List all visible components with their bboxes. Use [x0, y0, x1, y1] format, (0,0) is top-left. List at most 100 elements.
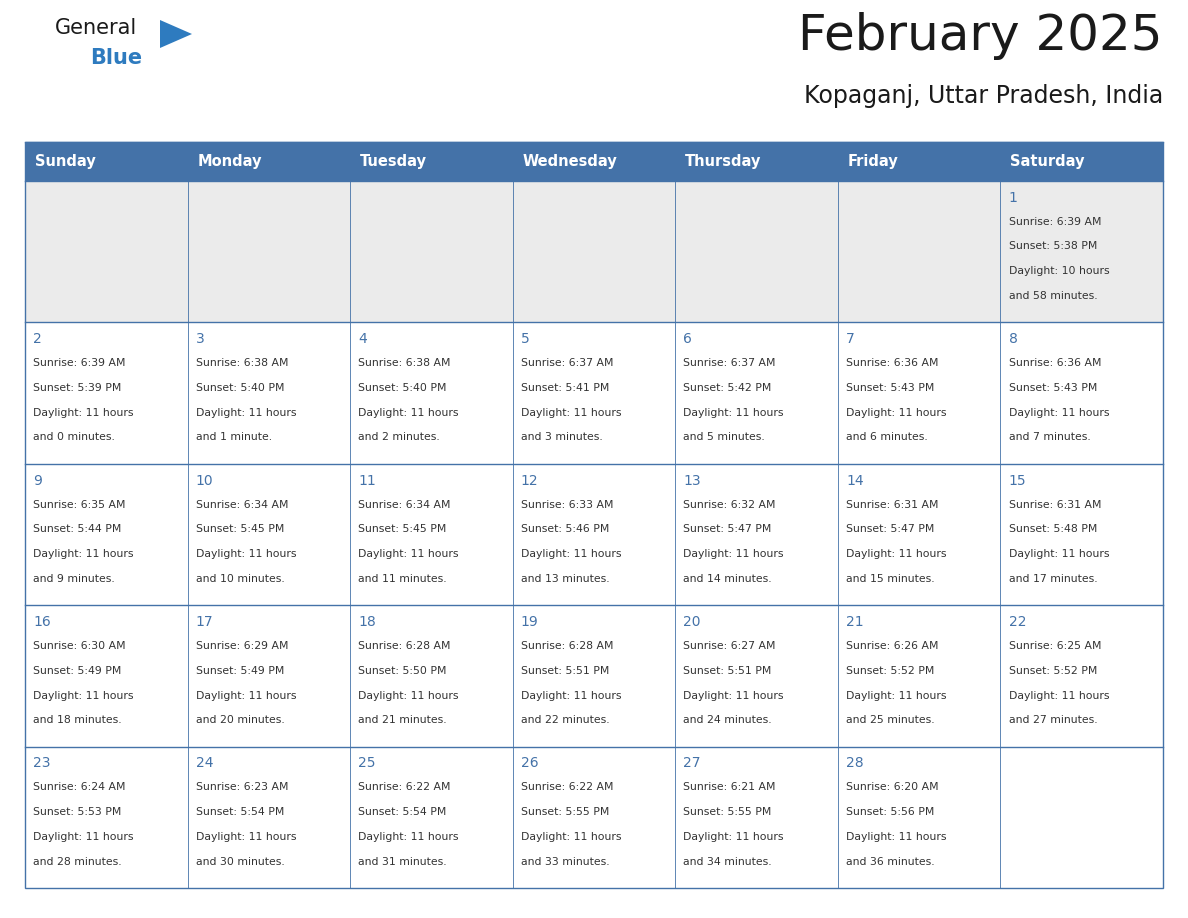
- Text: Daylight: 11 hours: Daylight: 11 hours: [359, 690, 459, 700]
- Text: Daylight: 11 hours: Daylight: 11 hours: [1009, 690, 1110, 700]
- Text: Sunset: 5:55 PM: Sunset: 5:55 PM: [520, 807, 609, 817]
- Text: Sunset: 5:47 PM: Sunset: 5:47 PM: [683, 524, 772, 534]
- Text: Sunrise: 6:24 AM: Sunrise: 6:24 AM: [33, 782, 126, 792]
- Text: Sunset: 5:40 PM: Sunset: 5:40 PM: [196, 383, 284, 393]
- Text: Sunrise: 6:22 AM: Sunrise: 6:22 AM: [520, 782, 613, 792]
- Text: Sunrise: 6:39 AM: Sunrise: 6:39 AM: [1009, 217, 1101, 227]
- Text: Daylight: 11 hours: Daylight: 11 hours: [1009, 408, 1110, 418]
- Text: and 31 minutes.: and 31 minutes.: [359, 856, 447, 867]
- Text: Daylight: 11 hours: Daylight: 11 hours: [196, 408, 296, 418]
- Text: Sunset: 5:46 PM: Sunset: 5:46 PM: [520, 524, 609, 534]
- Text: Sunset: 5:55 PM: Sunset: 5:55 PM: [683, 807, 772, 817]
- Text: and 10 minutes.: and 10 minutes.: [196, 574, 284, 584]
- Text: Daylight: 11 hours: Daylight: 11 hours: [520, 832, 621, 842]
- Text: Daylight: 11 hours: Daylight: 11 hours: [520, 549, 621, 559]
- Text: Sunrise: 6:36 AM: Sunrise: 6:36 AM: [1009, 358, 1101, 368]
- Text: Sunset: 5:50 PM: Sunset: 5:50 PM: [359, 666, 447, 676]
- Text: Sunrise: 6:36 AM: Sunrise: 6:36 AM: [846, 358, 939, 368]
- Text: Daylight: 11 hours: Daylight: 11 hours: [683, 690, 784, 700]
- Text: Sunset: 5:54 PM: Sunset: 5:54 PM: [359, 807, 447, 817]
- Text: 1: 1: [1009, 191, 1017, 205]
- Text: 6: 6: [683, 332, 693, 346]
- Bar: [25, 181, 1163, 322]
- Text: Sunset: 5:48 PM: Sunset: 5:48 PM: [1009, 524, 1097, 534]
- Text: Sunrise: 6:23 AM: Sunrise: 6:23 AM: [196, 782, 289, 792]
- Text: 5: 5: [520, 332, 530, 346]
- Text: February 2025: February 2025: [798, 12, 1163, 60]
- Text: Sunrise: 6:34 AM: Sunrise: 6:34 AM: [196, 499, 289, 509]
- Text: Sunset: 5:45 PM: Sunset: 5:45 PM: [196, 524, 284, 534]
- Text: and 1 minute.: and 1 minute.: [196, 432, 272, 442]
- Text: and 7 minutes.: and 7 minutes.: [1009, 432, 1091, 442]
- Text: 12: 12: [520, 474, 538, 487]
- Text: and 25 minutes.: and 25 minutes.: [846, 715, 935, 725]
- Text: Daylight: 11 hours: Daylight: 11 hours: [359, 549, 459, 559]
- Text: 27: 27: [683, 756, 701, 770]
- Polygon shape: [160, 20, 192, 48]
- Text: Sunrise: 6:28 AM: Sunrise: 6:28 AM: [520, 641, 613, 651]
- Text: and 5 minutes.: and 5 minutes.: [683, 432, 765, 442]
- Text: 7: 7: [846, 332, 854, 346]
- Text: Sunset: 5:56 PM: Sunset: 5:56 PM: [846, 807, 934, 817]
- Text: General: General: [55, 18, 138, 38]
- Bar: [25, 142, 1163, 888]
- Text: 10: 10: [196, 474, 214, 487]
- Text: Sunset: 5:49 PM: Sunset: 5:49 PM: [196, 666, 284, 676]
- Text: Saturday: Saturday: [1010, 154, 1085, 169]
- Text: and 24 minutes.: and 24 minutes.: [683, 715, 772, 725]
- Text: Blue: Blue: [90, 48, 143, 68]
- Text: Sunrise: 6:38 AM: Sunrise: 6:38 AM: [359, 358, 450, 368]
- Text: 4: 4: [359, 332, 367, 346]
- Text: Daylight: 11 hours: Daylight: 11 hours: [683, 549, 784, 559]
- Text: Sunrise: 6:26 AM: Sunrise: 6:26 AM: [846, 641, 939, 651]
- Text: and 36 minutes.: and 36 minutes.: [846, 856, 935, 867]
- Text: Sunset: 5:47 PM: Sunset: 5:47 PM: [846, 524, 934, 534]
- Text: Sunrise: 6:37 AM: Sunrise: 6:37 AM: [683, 358, 776, 368]
- Text: Daylight: 11 hours: Daylight: 11 hours: [683, 832, 784, 842]
- Text: Daylight: 11 hours: Daylight: 11 hours: [683, 408, 784, 418]
- Text: and 3 minutes.: and 3 minutes.: [520, 432, 602, 442]
- Text: and 0 minutes.: and 0 minutes.: [33, 432, 115, 442]
- Text: Sunrise: 6:28 AM: Sunrise: 6:28 AM: [359, 641, 450, 651]
- Text: Sunrise: 6:31 AM: Sunrise: 6:31 AM: [1009, 499, 1101, 509]
- Text: Daylight: 11 hours: Daylight: 11 hours: [1009, 549, 1110, 559]
- Text: and 13 minutes.: and 13 minutes.: [520, 574, 609, 584]
- Text: 15: 15: [1009, 474, 1026, 487]
- Text: Daylight: 11 hours: Daylight: 11 hours: [33, 690, 133, 700]
- Text: Tuesday: Tuesday: [360, 154, 426, 169]
- Text: 25: 25: [359, 756, 375, 770]
- Text: and 27 minutes.: and 27 minutes.: [1009, 715, 1098, 725]
- Text: Friday: Friday: [847, 154, 898, 169]
- Bar: [25, 464, 1163, 605]
- Text: Sunset: 5:45 PM: Sunset: 5:45 PM: [359, 524, 447, 534]
- Text: Sunrise: 6:29 AM: Sunrise: 6:29 AM: [196, 641, 289, 651]
- Text: Sunrise: 6:37 AM: Sunrise: 6:37 AM: [520, 358, 613, 368]
- Text: Sunset: 5:42 PM: Sunset: 5:42 PM: [683, 383, 772, 393]
- Text: 9: 9: [33, 474, 42, 487]
- Text: Daylight: 11 hours: Daylight: 11 hours: [33, 549, 133, 559]
- Text: 26: 26: [520, 756, 538, 770]
- Text: Sunrise: 6:22 AM: Sunrise: 6:22 AM: [359, 782, 450, 792]
- Text: Sunrise: 6:31 AM: Sunrise: 6:31 AM: [846, 499, 939, 509]
- Text: Sunset: 5:49 PM: Sunset: 5:49 PM: [33, 666, 121, 676]
- Bar: [25, 746, 1163, 888]
- Text: Sunset: 5:39 PM: Sunset: 5:39 PM: [33, 383, 121, 393]
- Text: and 15 minutes.: and 15 minutes.: [846, 574, 935, 584]
- Text: 20: 20: [683, 615, 701, 629]
- Text: Sunset: 5:51 PM: Sunset: 5:51 PM: [520, 666, 609, 676]
- Text: Sunrise: 6:20 AM: Sunrise: 6:20 AM: [846, 782, 939, 792]
- Text: and 6 minutes.: and 6 minutes.: [846, 432, 928, 442]
- Text: 19: 19: [520, 615, 538, 629]
- Bar: [25, 605, 1163, 746]
- Text: 28: 28: [846, 756, 864, 770]
- Text: 23: 23: [33, 756, 51, 770]
- Text: Sunrise: 6:32 AM: Sunrise: 6:32 AM: [683, 499, 776, 509]
- Text: Daylight: 11 hours: Daylight: 11 hours: [359, 832, 459, 842]
- Bar: [25, 322, 1163, 464]
- Text: and 30 minutes.: and 30 minutes.: [196, 856, 284, 867]
- Text: 16: 16: [33, 615, 51, 629]
- Text: Sunset: 5:52 PM: Sunset: 5:52 PM: [846, 666, 934, 676]
- Text: Daylight: 11 hours: Daylight: 11 hours: [846, 408, 947, 418]
- Text: Daylight: 11 hours: Daylight: 11 hours: [846, 690, 947, 700]
- Text: 24: 24: [196, 756, 213, 770]
